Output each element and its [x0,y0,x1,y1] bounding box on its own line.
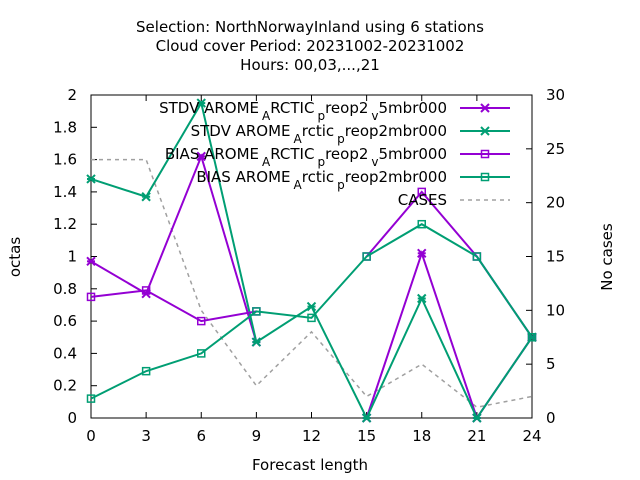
y-tick-label: 2 [67,86,77,104]
plot-frame [90,94,533,419]
legend-label: STDV AROME ARCTIC preop2 v5mbr000 [159,99,447,123]
y-tick-label: 0.2 [53,377,77,395]
x-tick-label: 15 [357,427,376,445]
y2-tick-label: 20 [546,194,565,212]
data-point [417,248,427,258]
data-point [472,252,482,261]
y2-tick-label: 5 [546,355,556,373]
data-point [197,316,206,326]
x-tick-label: 21 [467,427,486,445]
y2-tick-label: 25 [546,140,565,158]
data-point [141,286,151,295]
data-point [417,187,426,197]
y-tick-label: 1.2 [53,215,77,233]
chart-title: Selection: NorthNorwayInland using 6 sta… [136,18,484,74]
title-line-2: Cloud cover Period: 20231002-20231002 [156,37,465,55]
title-line-1: Selection: NorthNorwayInland using 6 sta… [136,18,484,36]
x-tick-label: 0 [86,427,96,445]
y2-tick-label: 15 [546,248,565,266]
series-line [365,250,533,421]
x-tick-label: 6 [196,427,206,445]
data-point [306,301,317,312]
legend-label: CASES [398,191,447,209]
y2-tick-label: 0 [546,409,556,427]
data-point [86,394,96,403]
y-axis-label: octas [6,237,24,277]
title-line-3: Hours: 00,03,...,21 [240,56,380,74]
data-point [417,293,427,304]
y-tick-label: 0.6 [53,312,77,330]
series-3 [86,219,537,403]
data-point [251,337,262,347]
y-tick-label: 1 [67,248,77,266]
data-point [141,192,151,202]
x-tick-label: 12 [302,427,321,445]
series-0 [86,151,537,423]
data-point [252,307,261,316]
y-tick-label: 1.4 [53,183,77,201]
legend-marker [480,126,490,136]
series-line [90,289,257,323]
x-tick-label: 3 [141,427,151,445]
legend-label: STDV AROME Arctic preop2mbr000 [191,122,447,146]
y-tick-label: 0.8 [53,280,77,298]
legend-marker [480,172,490,182]
y2-axis-label: No cases [598,223,616,291]
data-point [86,256,96,267]
y-tick-label: 0.4 [53,344,77,362]
x-tick-label: 24 [522,427,541,445]
series-line [91,158,533,409]
y-tick-label: 1.6 [53,151,77,169]
axis-ticks: 0 3 6 9 12 15 18 21 24 0 0.2 0.4 0.6 0.8 1 1.2 1.4 1.6 1.8… [53,86,565,445]
legend-label: BIAS AROME Arctic preop2mbr000 [196,168,447,192]
data-point [361,413,372,423]
series-line [90,223,533,400]
y-tick-label: 1.8 [53,118,77,136]
data-point [472,413,482,423]
series-line [365,190,533,338]
data-point [197,349,206,358]
data-point [307,313,316,323]
data-point [417,219,426,229]
data-point [86,174,96,184]
y2-tick-label: 30 [546,86,565,104]
x-axis-label: Forecast length [252,456,368,474]
data-point [141,366,151,376]
legend-label: BIAS AROME ARCTIC preop2 v5mbr000 [165,145,447,169]
series-layer [86,98,537,423]
x-tick-label: 9 [252,427,262,445]
data-point [196,151,206,162]
data-point [362,252,371,261]
legend-marker [480,149,490,159]
data-point [86,292,96,302]
legend-marker [480,103,490,113]
series-4 [91,158,533,409]
y-tick-label: 0 [67,409,77,427]
x-tick-label: 18 [412,427,431,445]
data-point [196,98,206,108]
series-line [90,153,258,343]
series-1 [86,98,537,423]
data-point [527,333,537,342]
y2-tick-label: 10 [546,301,565,319]
